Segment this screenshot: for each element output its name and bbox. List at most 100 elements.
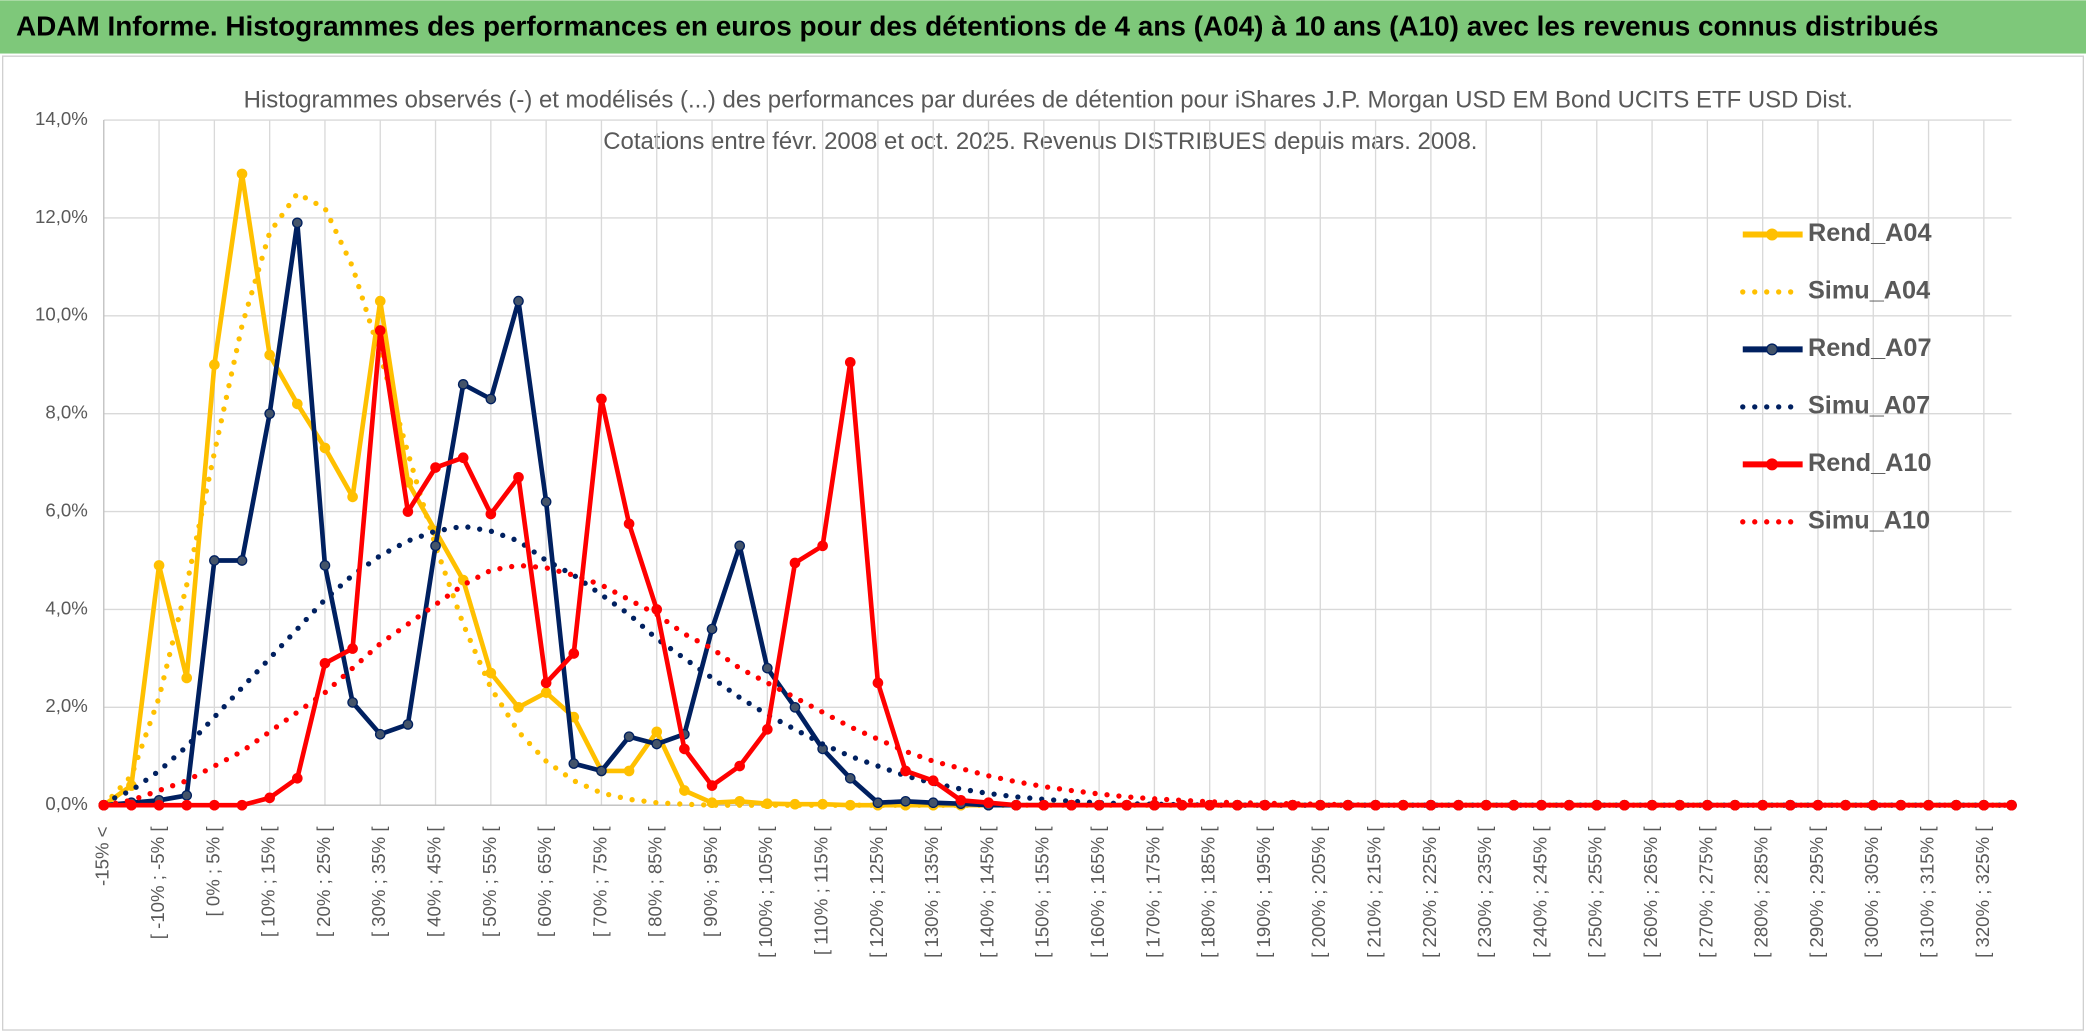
series-marker (623, 765, 635, 777)
series-marker (1149, 799, 1160, 811)
series-marker (789, 701, 801, 713)
series-marker (374, 295, 386, 307)
series-marker (596, 765, 607, 777)
series-marker (762, 724, 773, 735)
series-marker (623, 518, 635, 530)
x-tick-label: [ 120% ; 125% [ (866, 826, 887, 958)
chart-frame (1, 55, 2085, 1031)
series-marker (983, 797, 994, 809)
x-tick-label: [ 80% ; 85% [ (645, 826, 666, 938)
chart-title: Histogrammes observés (-) et modélisés (… (244, 87, 1853, 114)
series-marker (1066, 799, 1077, 811)
series-marker (568, 648, 580, 659)
series-marker (264, 408, 275, 420)
x-tick-label: [ 10% ; 15% [ (258, 826, 279, 938)
x-tick-label: [ 290% ; 295% [ (1806, 826, 1827, 958)
series-marker (844, 772, 856, 784)
series-marker (900, 795, 911, 807)
x-tick-label: [ 140% ; 145% [ (976, 826, 997, 958)
series-marker (485, 508, 497, 520)
series-marker (513, 471, 524, 483)
series-marker (900, 765, 911, 777)
series-marker (651, 738, 663, 750)
series-marker (374, 325, 386, 336)
series-marker (1287, 799, 1298, 811)
x-tick-label: [ 260% ; 265% [ (1640, 826, 1661, 958)
series-line (101, 523, 2015, 808)
series-marker (209, 359, 220, 371)
series-marker (706, 780, 718, 791)
series-marker (955, 794, 967, 806)
series-marker (872, 677, 884, 689)
series-marker (651, 726, 663, 738)
series-marker (485, 393, 497, 405)
x-tick-label: [ 60% ; 65% [ (534, 826, 555, 938)
x-tick-label: [ 310% ; 315% [ (1916, 826, 1937, 958)
legend-label: Simu_A07 (1808, 392, 1930, 420)
series-marker (153, 560, 165, 571)
series-marker (236, 555, 248, 566)
series-marker (153, 799, 165, 811)
series-marker (264, 349, 275, 361)
legend-label: Simu_A10 (1808, 506, 1930, 534)
series-marker (374, 728, 386, 740)
series-marker (927, 797, 939, 809)
x-tick-label: [ 250% ; 255% [ (1585, 826, 1606, 958)
y-tick-label: 8,0% (45, 402, 87, 423)
series-line (101, 562, 2015, 808)
series-marker (762, 662, 773, 674)
series-line (103, 328, 2012, 808)
series-marker (319, 657, 331, 669)
series-marker (457, 452, 469, 464)
series-marker (623, 731, 635, 742)
chart-subtitle: Cotations entre févr. 2008 et oct. 2025.… (603, 128, 1477, 155)
series-marker (457, 378, 469, 390)
series-marker (291, 398, 303, 410)
series-marker (430, 540, 441, 552)
x-tick-label: [ 50% ; 55% [ (479, 826, 500, 938)
series-marker (236, 168, 248, 180)
series-marker (513, 701, 524, 713)
y-tick-label: 6,0% (45, 499, 87, 520)
x-tick-label: -15% < (92, 826, 113, 885)
legend-label: Rend_A04 (1808, 219, 1932, 247)
legend-marker (1766, 343, 1779, 356)
series-marker (679, 785, 690, 796)
legend-label: Simu_A04 (1808, 277, 1930, 305)
series-marker (1093, 799, 1105, 811)
series-marker (734, 760, 745, 772)
x-tick-label: [ 220% ; 225% [ (1419, 826, 1440, 958)
x-tick-label: [ 200% ; 205% [ (1308, 826, 1329, 958)
series-marker (2006, 799, 2017, 811)
y-tick-label: 10,0% (35, 304, 88, 325)
series-marker (817, 540, 828, 552)
x-tick-label: [ 210% ; 215% [ (1364, 826, 1385, 958)
series-marker (181, 672, 193, 684)
series-marker (540, 496, 552, 508)
x-tick-label: [ -10% ; -5% [ (147, 826, 168, 940)
x-tick-label: [ 320% ; 325% [ (1972, 826, 1993, 958)
series-marker (209, 555, 220, 566)
series-marker (264, 792, 275, 804)
series-marker (181, 799, 193, 811)
x-tick-label: [ 160% ; 165% [ (1087, 826, 1108, 958)
series-marker (540, 687, 552, 698)
x-tick-label: [ 170% ; 175% [ (1142, 826, 1163, 958)
series-marker (347, 697, 358, 708)
series-marker (291, 772, 303, 784)
series-marker (209, 799, 220, 811)
legend-marker (1766, 228, 1779, 241)
header-bar (0, 0, 2086, 54)
x-tick-label: [ 190% ; 195% [ (1253, 826, 1274, 958)
legend-label: Rend_A10 (1808, 449, 1932, 477)
x-tick-label: [ 0% ; 5% [ (202, 826, 223, 917)
x-tick-label: [ 30% ; 35% [ (368, 826, 389, 938)
x-tick-label: [ 90% ; 95% [ (700, 826, 721, 938)
series-marker (1121, 799, 1133, 811)
series-line (101, 190, 2015, 808)
series-line (102, 171, 2012, 808)
series-marker (402, 719, 414, 730)
series-marker (568, 758, 580, 769)
series-marker (347, 491, 358, 503)
series-marker (319, 560, 331, 571)
